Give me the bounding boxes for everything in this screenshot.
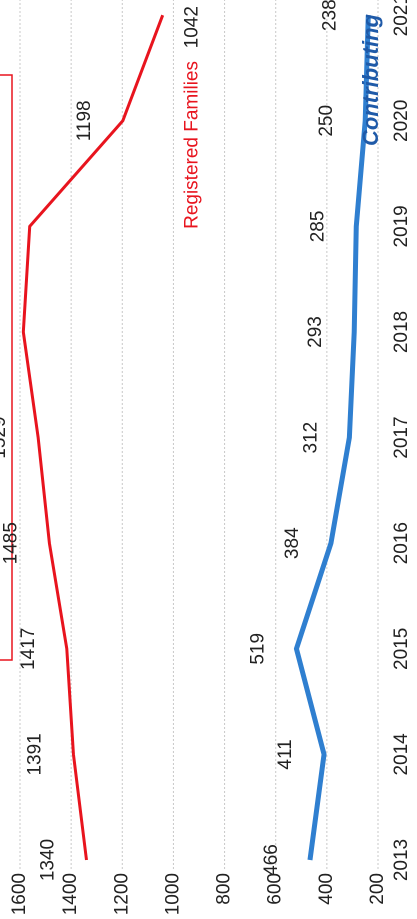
x-tick-label: 2018 bbox=[391, 311, 412, 353]
y-tick-label: 1200 bbox=[111, 873, 132, 915]
y-tick-label: 1600 bbox=[9, 873, 30, 915]
title-box bbox=[0, 74, 13, 661]
x-tick-label: 2014 bbox=[391, 733, 412, 776]
y-tick-label: 600 bbox=[265, 873, 286, 905]
data-label: 384 bbox=[282, 527, 303, 559]
y-tick-label: 800 bbox=[214, 873, 235, 905]
data-label: 1340 bbox=[38, 839, 59, 881]
x-tick-label: 2013 bbox=[391, 839, 412, 881]
series-name: Contributing bbox=[358, 13, 383, 146]
series-line bbox=[21, 14, 165, 861]
x-tick-label: 2016 bbox=[391, 522, 412, 564]
data-label: 1417 bbox=[18, 628, 39, 670]
x-tick-label: 2015 bbox=[391, 628, 412, 670]
data-label: 1198 bbox=[74, 100, 95, 141]
data-label: 1562 bbox=[0, 205, 2, 247]
data-label: 1529 bbox=[0, 416, 10, 458]
series-name: Registered Families bbox=[182, 61, 203, 229]
y-tick-label: 200 bbox=[367, 873, 388, 905]
x-tick-label: 2021 bbox=[391, 0, 412, 36]
data-label: 293 bbox=[305, 316, 326, 348]
y-tick-label: 1400 bbox=[60, 873, 81, 915]
y-tick-label: 400 bbox=[316, 873, 337, 905]
data-label: 1042 bbox=[182, 6, 203, 48]
data-label: 238 bbox=[319, 0, 340, 31]
data-label: 1485 bbox=[0, 522, 21, 564]
data-label: 519 bbox=[247, 633, 268, 665]
x-tick-label: 2020 bbox=[391, 100, 412, 142]
x-tick-label: 2017 bbox=[391, 416, 412, 458]
y-tick-label: 1000 bbox=[162, 873, 183, 915]
series-line bbox=[293, 15, 371, 861]
data-label: 466 bbox=[261, 844, 282, 876]
data-label: 312 bbox=[300, 422, 321, 454]
data-label: 285 bbox=[307, 211, 328, 243]
data-label: 411 bbox=[275, 739, 296, 769]
data-label: 250 bbox=[316, 105, 337, 137]
x-tick-label: 2019 bbox=[391, 205, 412, 247]
data-label: 1391 bbox=[24, 733, 45, 775]
